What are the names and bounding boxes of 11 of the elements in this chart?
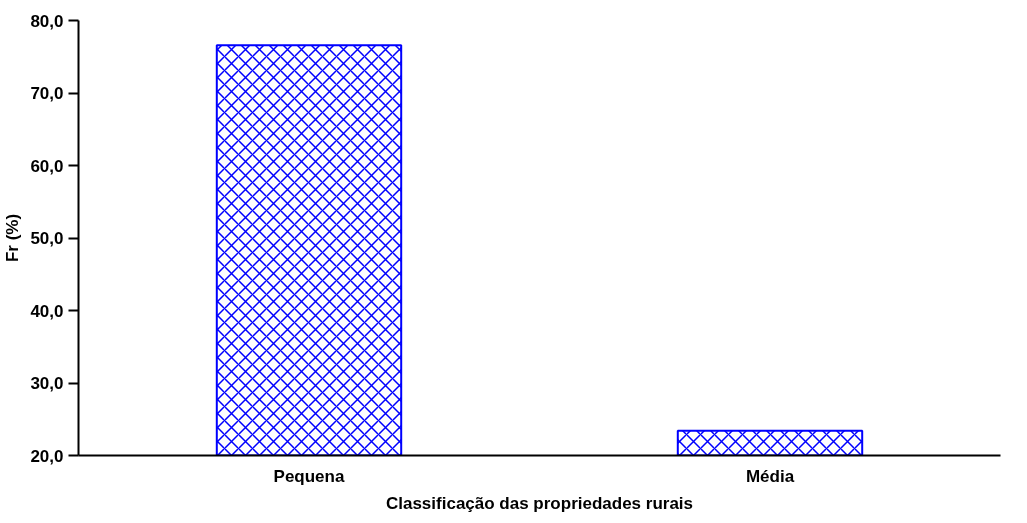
y-tick-label: 20,0: [30, 446, 64, 466]
x-axis-title: Classificação das propriedades rurais: [385, 493, 694, 513]
y-tick-label: 30,0: [30, 374, 64, 393]
y-tick-label: 40,0: [30, 301, 64, 321]
y-tick-label: 70,0: [30, 84, 64, 103]
x-tick-label: Pequena: [273, 466, 345, 486]
y-axis-title: Fr (%): [3, 213, 23, 263]
y-tick-label: 50,0: [30, 229, 64, 248]
y-tick-label: 80,0: [30, 11, 64, 31]
x-tick-label: Média: [745, 466, 795, 486]
y-tick-label: 60,0: [30, 156, 64, 176]
